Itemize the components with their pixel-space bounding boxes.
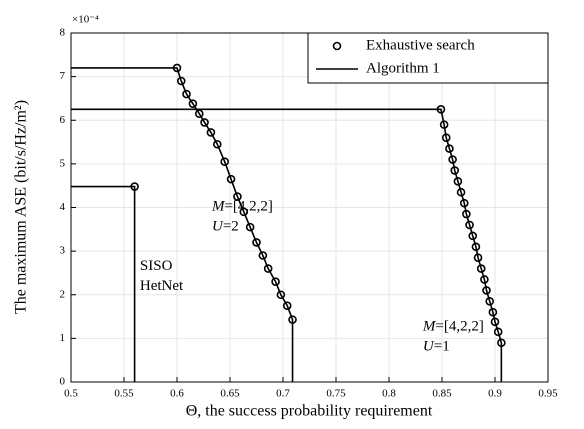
annotation: U=1 [423, 339, 450, 355]
marker [194, 109, 204, 119]
x-tick-label: 0.7 [276, 388, 290, 400]
marker [182, 89, 191, 99]
marker [271, 277, 280, 286]
legend-label: Algorithm 1 [366, 60, 440, 76]
marker [233, 192, 242, 201]
marker [263, 264, 273, 273]
x-tick-label: 0.75 [326, 388, 346, 400]
marker [200, 118, 209, 127]
marker [282, 301, 292, 310]
marker [276, 290, 286, 300]
annotation: M=[4,2,2] [211, 199, 273, 215]
marker [206, 128, 216, 137]
line [71, 108, 503, 382]
y-tick-label: 5 [60, 157, 66, 169]
annotation: HetNet [140, 278, 184, 294]
line [71, 67, 294, 382]
marker [245, 222, 255, 232]
legend-label: Exhaustive search [366, 37, 475, 53]
y-tick-label: 6 [60, 114, 66, 126]
y-tick-label: 3 [60, 245, 66, 257]
marker [465, 220, 474, 230]
y-exponent: ×10⁻⁴ [72, 14, 99, 26]
x-tick-label: 0.55 [114, 388, 134, 400]
x-tick-label: 0.85 [432, 388, 452, 400]
marker [226, 174, 236, 184]
marker [220, 157, 229, 166]
y-tick-label: 4 [60, 201, 66, 213]
marker [239, 207, 249, 217]
marker [476, 264, 486, 273]
y-tick-label: 2 [60, 288, 66, 300]
line [71, 185, 136, 382]
y-tick-label: 0 [60, 376, 66, 388]
y-axis-label: The maximum ASE (bit/s/Hz/m²) [13, 100, 30, 314]
x-tick-label: 0.95 [538, 388, 558, 400]
x-tick-label: 0.8 [382, 388, 396, 400]
marker [468, 231, 478, 241]
x-tick-label: 0.65 [220, 388, 240, 400]
y-tick-label: 7 [60, 70, 66, 82]
marker [188, 99, 198, 108]
annotation: M=[4,2,2] [422, 319, 484, 335]
x-tick-label: 0.5 [64, 388, 78, 400]
y-tick-label: 8 [60, 27, 66, 39]
legend-box [307, 32, 549, 84]
y-tick-label: 1 [60, 332, 66, 344]
x-tick-label: 0.9 [488, 388, 502, 400]
x-tick-label: 0.6 [170, 388, 184, 400]
legend-swatch [332, 41, 342, 51]
marker [176, 76, 186, 86]
marker [493, 327, 503, 337]
marker [445, 144, 454, 153]
marker [485, 296, 495, 306]
x-axis-label: Θ, the success probability requirement [186, 403, 433, 420]
marker [252, 238, 261, 247]
annotation: U=2 [212, 219, 239, 235]
marker [212, 139, 222, 149]
marker [258, 251, 268, 260]
annotation: SISO [140, 258, 173, 274]
marker [453, 177, 463, 186]
marker [456, 187, 466, 197]
